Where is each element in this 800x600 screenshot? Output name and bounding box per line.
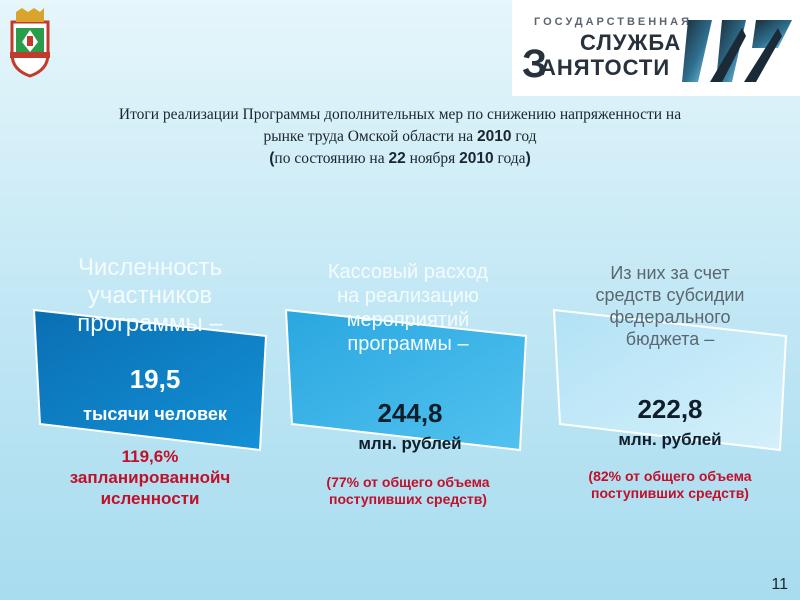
card-federal-subsidy	[550, 300, 790, 460]
title-line-1: Итоги реализации Программы дополнительны…	[118, 106, 682, 123]
logo-line-2: СЛУЖБА	[580, 30, 682, 55]
employment-service-logo: ГОСУДАРСТВЕННАЯ СЛУЖБА З АНЯТОСТИ	[512, 0, 800, 96]
card-participants	[30, 300, 270, 460]
card-1-note: 119,6% запланированнойч исленности	[69, 447, 231, 508]
card-3-value: 222,8	[637, 394, 703, 424]
card-3-heading: Из них за счет средств субсидии федераль…	[595, 263, 745, 349]
card-2-value: 244,8	[377, 398, 443, 428]
page-number: 11	[771, 576, 788, 593]
title-line-2: рынке труда Омской области на 2010 год	[263, 128, 537, 145]
employment-service-logo-icon	[682, 20, 792, 82]
page-title: Итоги реализации Программы дополнительны…	[20, 104, 780, 170]
card-1-heading: Численность участников программы –	[77, 254, 223, 337]
logo-line-3: АНЯТОСТИ	[540, 55, 671, 80]
card-cash-expense	[282, 300, 530, 460]
logo-line-1: ГОСУДАРСТВЕННАЯ	[534, 16, 692, 28]
card-1-value: 19,5	[129, 364, 181, 394]
omsk-coat-of-arms-icon	[8, 8, 52, 80]
title-line-3: (по состоянию на 22 ноября 2010 года)	[269, 150, 531, 167]
card-3-unit: млн. рублей	[618, 430, 722, 449]
card-1-unit: тысячи человек	[83, 404, 227, 424]
card-3-note: (82% от общего объема поступивших средст…	[588, 468, 752, 501]
logo-initial: З	[522, 42, 548, 86]
card-2-unit: млн. рублей	[358, 434, 462, 453]
card-2-note: (77% от общего объема поступивших средст…	[326, 474, 490, 507]
card-2-heading: Кассовый расход на реализацию мероприяти…	[327, 261, 489, 355]
